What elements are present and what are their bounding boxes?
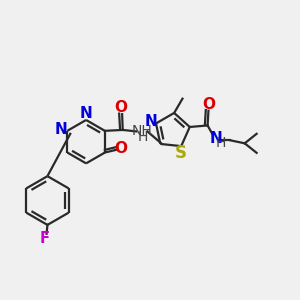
Text: O: O <box>114 100 128 115</box>
Text: N: N <box>144 113 157 128</box>
Text: O: O <box>115 141 128 156</box>
Text: H: H <box>215 136 226 150</box>
Text: N: N <box>80 106 93 121</box>
Text: S: S <box>175 144 187 162</box>
Text: N: N <box>210 131 223 146</box>
Text: O: O <box>202 97 215 112</box>
Text: N: N <box>54 122 67 137</box>
Text: H: H <box>137 130 148 144</box>
Text: F: F <box>40 231 50 246</box>
Text: NH: NH <box>132 124 153 138</box>
